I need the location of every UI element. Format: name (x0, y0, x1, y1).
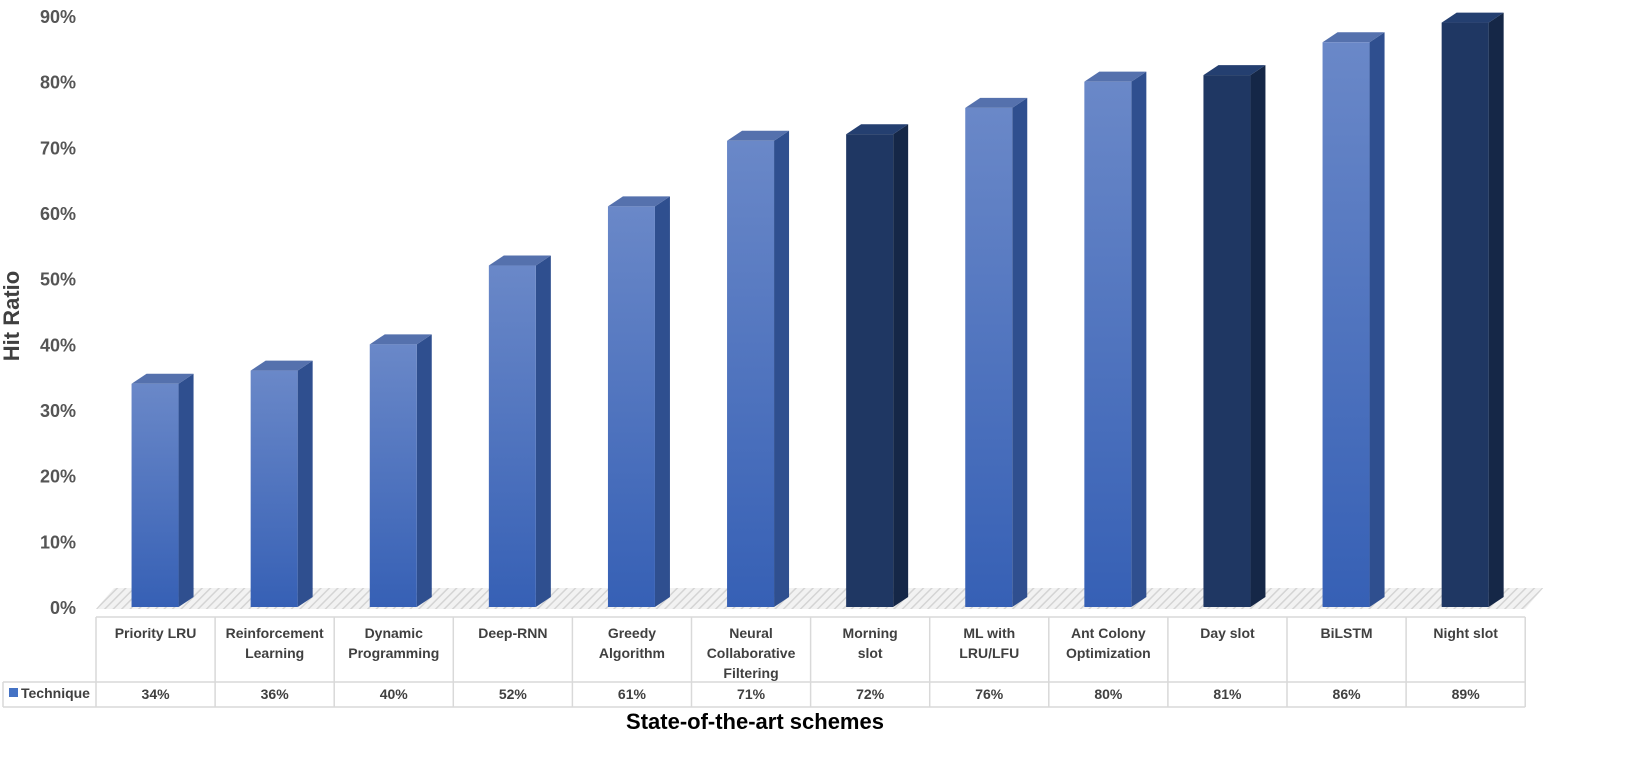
data-table: Priority LRU Reinforcement Learning Dynamic… (2, 616, 1526, 708)
bar-top (131, 373, 194, 384)
y-tick-label: 10% (40, 532, 76, 552)
bar-front (250, 370, 298, 607)
floor-3d (96, 588, 1544, 609)
bar-front (607, 206, 655, 607)
y-tick-label: 70% (40, 138, 76, 158)
bar-top (1322, 32, 1385, 43)
bar-side (654, 196, 670, 607)
y-tick-label: 80% (40, 73, 76, 93)
data-label: 36% (261, 686, 290, 702)
category-label: BiLSTM (1320, 625, 1372, 641)
bar-front (488, 265, 536, 607)
axis-titles: Hit Ratio State-of-the-art schemes (0, 271, 884, 734)
bar (250, 360, 313, 607)
data-label: 86% (1333, 686, 1362, 702)
bar (1322, 32, 1385, 608)
bar-front (727, 140, 775, 607)
bar-front (965, 107, 1013, 607)
y-tick-label: 90% (40, 7, 76, 27)
x-axis-title: State-of-the-art schemes (626, 709, 884, 734)
data-label: 76% (975, 686, 1004, 702)
category-label: Morning slot (843, 625, 898, 661)
bar-front (369, 344, 417, 607)
bar (1084, 71, 1147, 607)
bar-side (1131, 71, 1147, 607)
data-label: 89% (1452, 686, 1481, 702)
bar (727, 130, 790, 607)
legend-swatch (9, 688, 18, 697)
y-axis: 0% 10% 20% 30% 40% 50% 60% 70% 80% 90% (40, 7, 76, 618)
category-label: Greedy Algorithm (599, 625, 665, 661)
category-label: Day slot (1200, 625, 1255, 641)
legend-label: Technique (21, 685, 90, 701)
data-label: 52% (499, 686, 528, 702)
category-label: Dynamic Programming (348, 625, 439, 661)
bar-front (1441, 22, 1489, 608)
y-tick-label: 30% (40, 401, 76, 421)
data-label: 61% (618, 686, 647, 702)
bar (1203, 65, 1266, 608)
data-label: 40% (380, 686, 409, 702)
bar-front (131, 383, 179, 607)
bar-top (846, 124, 909, 135)
bar-top (369, 334, 432, 345)
bar-top (1084, 71, 1147, 82)
category-label: Priority LRU (115, 625, 197, 641)
bar-front (1203, 75, 1251, 608)
bar (607, 196, 670, 607)
y-axis-title: Hit Ratio (0, 271, 24, 361)
category-label: Deep-RNN (478, 625, 547, 641)
bar-side (1250, 65, 1266, 608)
data-label: 80% (1094, 686, 1123, 702)
bar-top (965, 97, 1028, 108)
data-label: 71% (737, 686, 766, 702)
bar-front (1084, 81, 1132, 607)
bar-top (250, 360, 313, 371)
y-tick-label: 60% (40, 204, 76, 224)
bar-side (535, 255, 551, 608)
bar-front (846, 134, 894, 607)
bar (131, 373, 194, 607)
data-label: 81% (1213, 686, 1242, 702)
bar (488, 255, 551, 608)
category-label: Ant Colony Optimization (1066, 625, 1151, 661)
bar-side (416, 334, 432, 607)
y-tick-label: 40% (40, 335, 76, 355)
bar-side (774, 130, 790, 607)
bar (1441, 12, 1504, 608)
bar-side (178, 373, 194, 607)
bar-top (727, 130, 790, 141)
category-label: Reinforcement Learning (226, 625, 324, 661)
bar-side (1488, 12, 1504, 608)
data-label: 34% (142, 686, 171, 702)
bar-group (131, 12, 1504, 608)
bar-side (1012, 97, 1028, 607)
bar-top (488, 255, 551, 266)
category-label: Neural Collaborative Filtering (707, 625, 796, 681)
bar-side (893, 124, 909, 607)
bar (369, 334, 432, 607)
category-label: ML with LRU/LFU (959, 625, 1019, 661)
bar-side (1369, 32, 1385, 608)
y-tick-label: 0% (50, 598, 76, 618)
data-label: 72% (856, 686, 885, 702)
category-label: Night slot (1433, 625, 1498, 641)
bar-front (1322, 42, 1370, 608)
bar-top (1203, 65, 1266, 76)
bar (846, 124, 909, 607)
bar-side (297, 360, 313, 607)
bar (965, 97, 1028, 607)
bar-top (607, 196, 670, 207)
y-tick-label: 50% (40, 270, 76, 290)
bar-top (1441, 12, 1504, 23)
y-tick-label: 20% (40, 467, 76, 487)
floor-plane (96, 588, 1544, 609)
